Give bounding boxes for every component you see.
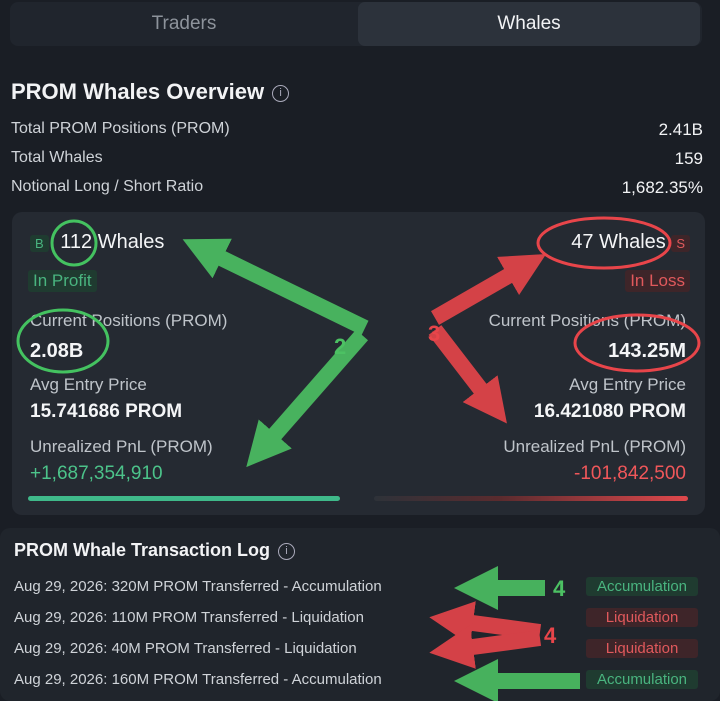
log-entry: Aug 29, 2026: 160M PROM Transferred - Ac… bbox=[14, 671, 382, 688]
arrow bbox=[431, 254, 547, 325]
info-icon[interactable]: i bbox=[278, 542, 296, 560]
annotation-number: 3 bbox=[428, 321, 440, 346]
log-tag: Accumulation bbox=[586, 670, 698, 689]
tab[interactable]: Traders bbox=[151, 13, 217, 34]
arrow bbox=[246, 329, 369, 468]
value: 15.741686 PROM bbox=[30, 401, 183, 422]
annotation-number: 4 bbox=[553, 576, 566, 601]
log-tag: Accumulation bbox=[586, 577, 698, 596]
log-entry: Aug 29, 2026: 40M PROM Transferred - Liq… bbox=[14, 640, 357, 657]
log-tag: Liquidation bbox=[586, 608, 698, 627]
pnl-value: -101,842,500 bbox=[574, 463, 686, 484]
progress-bar bbox=[28, 496, 340, 501]
overview-title: PROM Whales Overview i bbox=[11, 79, 290, 105]
whale-count: 112 bbox=[60, 231, 93, 253]
arrow bbox=[429, 601, 542, 645]
pnl-value: +1,687,354,910 bbox=[30, 463, 163, 484]
status-badge: In Profit bbox=[28, 270, 97, 292]
status-badge: In Loss bbox=[625, 270, 690, 292]
highlight-circle bbox=[573, 313, 701, 373]
highlight-circle bbox=[16, 308, 110, 374]
label: Current Positions (PROM) bbox=[30, 311, 228, 330]
label: Unrealized PnL (PROM) bbox=[30, 437, 213, 456]
whale-unit: Whales bbox=[97, 231, 165, 253]
tab-active[interactable]: Whales bbox=[358, 2, 700, 46]
annotation-number: 2 bbox=[334, 334, 346, 359]
highlight-circle bbox=[50, 219, 98, 267]
arrow bbox=[182, 238, 369, 336]
title-text: PROM Whale Transaction Log bbox=[14, 540, 271, 560]
profit-header: B 112 Whales bbox=[30, 231, 164, 254]
stat-label: Total Whales bbox=[11, 149, 103, 166]
log-title: PROM Whale Transaction Log i bbox=[14, 540, 296, 561]
log-entry: Aug 29, 2026: 110M PROM Transferred - Li… bbox=[14, 609, 364, 626]
stat-value: 2.41B bbox=[658, 120, 703, 139]
highlight-circle bbox=[536, 216, 672, 270]
stat-value: 1,682.35% bbox=[621, 178, 703, 197]
label: Avg Entry Price bbox=[569, 375, 686, 394]
badge: S bbox=[671, 235, 690, 252]
log-entry: Aug 29, 2026: 320M PROM Transferred - Ac… bbox=[14, 578, 382, 595]
label: Unrealized PnL (PROM) bbox=[503, 437, 686, 456]
whale-count: 47 Whales bbox=[571, 231, 666, 253]
value: 2.08B bbox=[30, 340, 84, 362]
log-tag: Liquidation bbox=[586, 639, 698, 658]
value: 16.421080 PROM bbox=[533, 401, 686, 422]
title-text: PROM Whales Overview bbox=[11, 79, 265, 104]
progress-bar bbox=[374, 496, 688, 501]
stat-value: 159 bbox=[674, 149, 703, 168]
stat-label: Notional Long / Short Ratio bbox=[11, 178, 204, 195]
annotation-number: 4 bbox=[544, 623, 557, 648]
arrow bbox=[428, 325, 507, 424]
whale-card bbox=[12, 212, 705, 515]
loss-header: 47 Whales S bbox=[571, 231, 690, 254]
label: Avg Entry Price bbox=[30, 375, 147, 394]
badge: B bbox=[30, 235, 49, 252]
arrow bbox=[429, 625, 542, 669]
stat-label: Total PROM Positions (PROM) bbox=[11, 120, 230, 137]
value: 143.25M bbox=[608, 340, 686, 362]
info-icon[interactable]: i bbox=[272, 84, 290, 102]
